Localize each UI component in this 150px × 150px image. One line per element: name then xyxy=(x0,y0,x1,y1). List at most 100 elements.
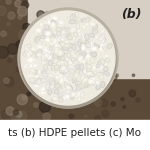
Ellipse shape xyxy=(66,33,72,38)
Ellipse shape xyxy=(65,55,70,60)
Circle shape xyxy=(16,111,27,122)
Ellipse shape xyxy=(62,34,67,39)
Ellipse shape xyxy=(70,64,76,69)
Ellipse shape xyxy=(54,44,58,48)
Ellipse shape xyxy=(42,73,48,77)
Ellipse shape xyxy=(98,60,103,66)
Ellipse shape xyxy=(66,56,69,61)
Ellipse shape xyxy=(100,29,105,33)
Ellipse shape xyxy=(78,57,82,61)
Ellipse shape xyxy=(85,69,91,74)
Ellipse shape xyxy=(78,70,83,75)
Ellipse shape xyxy=(48,50,54,56)
Ellipse shape xyxy=(50,22,56,26)
Ellipse shape xyxy=(52,39,56,45)
Ellipse shape xyxy=(104,67,108,71)
Ellipse shape xyxy=(78,83,84,88)
Ellipse shape xyxy=(71,92,75,98)
Ellipse shape xyxy=(48,73,53,78)
Ellipse shape xyxy=(36,45,43,48)
Ellipse shape xyxy=(64,70,68,74)
Ellipse shape xyxy=(86,43,90,47)
Circle shape xyxy=(123,106,126,108)
Ellipse shape xyxy=(60,52,67,57)
Ellipse shape xyxy=(65,77,69,82)
Circle shape xyxy=(10,54,13,58)
Ellipse shape xyxy=(72,62,78,66)
Ellipse shape xyxy=(58,64,64,67)
Ellipse shape xyxy=(40,91,46,94)
Ellipse shape xyxy=(92,71,97,75)
Circle shape xyxy=(50,13,58,21)
Ellipse shape xyxy=(88,53,93,58)
Ellipse shape xyxy=(70,16,73,20)
Ellipse shape xyxy=(46,50,52,53)
Ellipse shape xyxy=(45,64,50,68)
Ellipse shape xyxy=(74,56,79,62)
Ellipse shape xyxy=(63,55,68,60)
Ellipse shape xyxy=(34,70,37,74)
Ellipse shape xyxy=(76,41,81,47)
Ellipse shape xyxy=(47,59,51,64)
Ellipse shape xyxy=(67,86,71,91)
Ellipse shape xyxy=(71,58,75,62)
Ellipse shape xyxy=(97,66,103,69)
Ellipse shape xyxy=(95,51,101,56)
Ellipse shape xyxy=(66,89,71,94)
Circle shape xyxy=(50,72,61,83)
Ellipse shape xyxy=(60,67,67,71)
Ellipse shape xyxy=(57,32,61,36)
Ellipse shape xyxy=(51,94,54,98)
Ellipse shape xyxy=(43,69,47,73)
Ellipse shape xyxy=(83,68,89,73)
Ellipse shape xyxy=(56,25,63,28)
Ellipse shape xyxy=(46,48,51,54)
Circle shape xyxy=(39,50,45,57)
Ellipse shape xyxy=(60,36,65,41)
Ellipse shape xyxy=(60,64,66,68)
Ellipse shape xyxy=(53,54,57,60)
Ellipse shape xyxy=(96,51,99,58)
Ellipse shape xyxy=(82,51,86,57)
Ellipse shape xyxy=(39,52,43,56)
Ellipse shape xyxy=(93,24,98,29)
Ellipse shape xyxy=(63,45,69,49)
Ellipse shape xyxy=(35,36,40,42)
Ellipse shape xyxy=(92,81,96,85)
Ellipse shape xyxy=(49,42,53,46)
Ellipse shape xyxy=(44,65,48,69)
Ellipse shape xyxy=(65,56,71,60)
Ellipse shape xyxy=(29,70,33,75)
Ellipse shape xyxy=(49,78,53,83)
Ellipse shape xyxy=(61,77,66,82)
Circle shape xyxy=(21,1,29,9)
Ellipse shape xyxy=(56,32,61,38)
Circle shape xyxy=(39,101,50,112)
Ellipse shape xyxy=(85,34,89,40)
Ellipse shape xyxy=(81,64,86,67)
Circle shape xyxy=(37,11,44,18)
Ellipse shape xyxy=(60,90,66,95)
Ellipse shape xyxy=(42,33,46,39)
Ellipse shape xyxy=(65,58,70,63)
Ellipse shape xyxy=(60,54,65,59)
Circle shape xyxy=(27,92,31,96)
Ellipse shape xyxy=(81,60,86,67)
Ellipse shape xyxy=(70,58,74,64)
Ellipse shape xyxy=(36,28,42,32)
Ellipse shape xyxy=(48,60,53,66)
Ellipse shape xyxy=(65,55,71,60)
Ellipse shape xyxy=(60,81,66,86)
Ellipse shape xyxy=(36,78,41,84)
Ellipse shape xyxy=(67,16,73,21)
Circle shape xyxy=(2,110,13,121)
Ellipse shape xyxy=(49,75,55,80)
Ellipse shape xyxy=(31,54,38,58)
Ellipse shape xyxy=(53,58,59,64)
Ellipse shape xyxy=(84,72,87,77)
Ellipse shape xyxy=(77,32,81,37)
Ellipse shape xyxy=(74,18,79,24)
Ellipse shape xyxy=(73,33,78,37)
Circle shape xyxy=(19,69,22,72)
Ellipse shape xyxy=(76,81,82,85)
